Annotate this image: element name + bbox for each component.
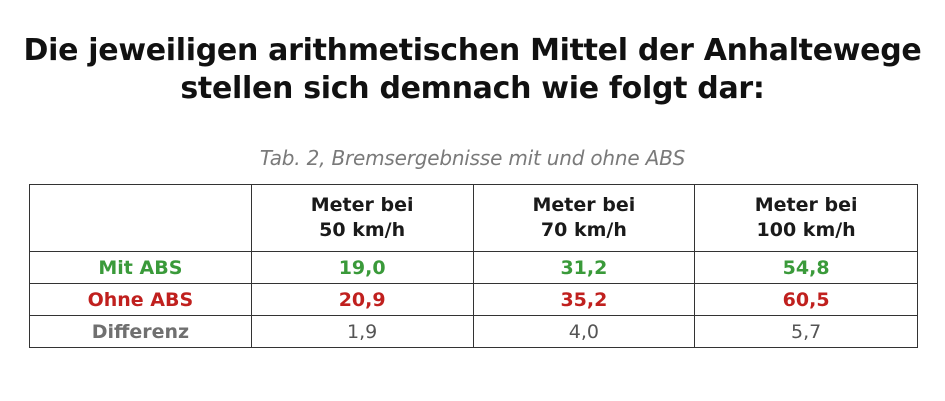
header-70kmh: Meter bei 70 km/h [472,184,696,252]
cell-ohne-abs-50: 20,9 [250,283,474,316]
page-heading: Die jeweiligen arithmetischen Mittel der… [0,32,945,108]
cell-differenz-50: 1,9 [250,315,474,348]
header-empty-cell [29,184,252,252]
header-100kmh: Meter bei 100 km/h [694,184,918,252]
row-label-ohne-abs: Ohne ABS [29,283,252,316]
table-row-differenz: Differenz 1,9 4,0 5,7 [29,315,918,348]
table-caption: Tab. 2, Bremsergebnisse mit und ohne ABS [259,146,686,170]
header-50kmh-line-1: Meter bei [310,194,414,216]
cell-mit-abs-100: 54,8 [694,251,918,284]
results-table: Meter bei 50 km/h Meter bei 70 km/h Mete… [29,184,918,348]
header-70kmh-line-1: Meter bei [532,194,636,216]
cell-ohne-abs-70: 35,2 [472,283,696,316]
cell-differenz-70: 4,0 [472,315,696,348]
row-label-mit-abs: Mit ABS [29,251,252,284]
table-row-mit-abs: Mit ABS 19,0 31,2 54,8 [29,251,918,284]
header-100kmh-line-2: 100 km/h [756,219,856,241]
header-50kmh-line-2: 50 km/h [319,219,406,241]
header-50kmh: Meter bei 50 km/h [250,184,474,252]
cell-ohne-abs-100: 60,5 [694,283,918,316]
table-header-row: Meter bei 50 km/h Meter bei 70 km/h Mete… [29,184,918,252]
header-100kmh-line-1: Meter bei [754,194,858,216]
heading-line-2: stellen sich demnach wie folgt dar: [180,71,765,106]
header-70kmh-line-2: 70 km/h [540,219,627,241]
row-label-differenz: Differenz [29,315,252,348]
table-row-ohne-abs: Ohne ABS 20,9 35,2 60,5 [29,283,918,316]
cell-mit-abs-70: 31,2 [472,251,696,284]
cell-mit-abs-50: 19,0 [250,251,474,284]
cell-differenz-100: 5,7 [694,315,918,348]
heading-line-1: Die jeweiligen arithmetischen Mittel der… [23,33,922,68]
